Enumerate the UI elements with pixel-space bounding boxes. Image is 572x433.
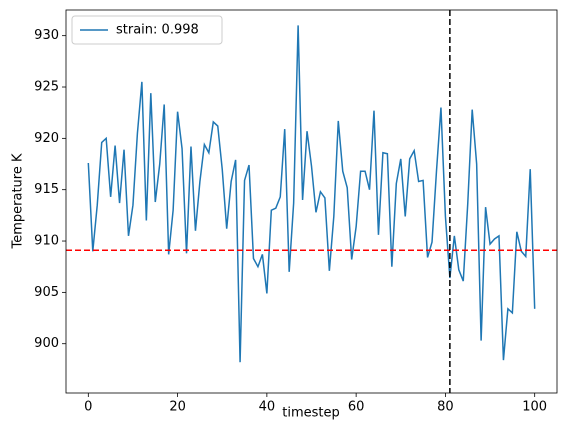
x-tick-label: 40 — [259, 400, 276, 415]
y-tick-label: 920 — [34, 131, 59, 146]
y-tick-label: 930 — [34, 28, 59, 43]
x-axis-label: timestep — [282, 406, 340, 421]
legend-box — [71, 15, 223, 45]
axes-frame — [65, 9, 558, 394]
y-tick-label: 915 — [34, 182, 59, 197]
y-tick-label: 900 — [34, 336, 59, 351]
x-tick-label: 60 — [348, 400, 365, 415]
x-tick-label: 100 — [522, 400, 547, 415]
y-tick-label: 905 — [34, 285, 59, 300]
y-axis-label: Temperature K — [11, 153, 26, 249]
plot-area — [66, 10, 557, 393]
x-tick-label: 0 — [84, 400, 92, 415]
x-tick-label: 80 — [437, 400, 454, 415]
legend-label: strain: 0.998 — [116, 23, 199, 38]
x-tick-label: 20 — [169, 400, 186, 415]
data-line — [87, 25, 536, 363]
y-tick-label: 925 — [34, 80, 59, 95]
y-tick-label: 910 — [34, 234, 59, 249]
